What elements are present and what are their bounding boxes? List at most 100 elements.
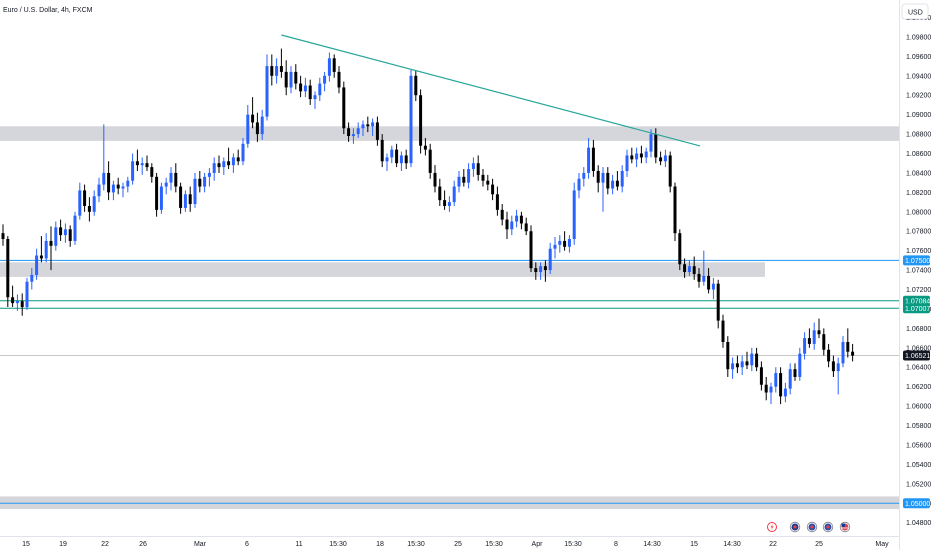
price-tick: 1.09200 [906, 93, 931, 100]
candle-body [155, 176, 159, 210]
candle-body [54, 227, 58, 246]
time-axis[interactable]: 15 19 22 26 Mar 6 11 15:30 18 15:30 25 15:30 Apr 15:3… [22, 541, 889, 548]
price-tag-label: 1.07007 [905, 306, 930, 313]
candle-body [63, 229, 67, 236]
candle-body [73, 215, 77, 241]
candle-body [30, 274, 34, 282]
price-tick: 1.05200 [906, 481, 931, 488]
candle-body [246, 114, 250, 144]
time-tick: 15 [22, 541, 30, 548]
zone-0 [0, 126, 899, 141]
candle-body [25, 281, 29, 308]
candle-body [567, 239, 571, 247]
time-tick: 15:30 [485, 541, 503, 548]
candle-body [591, 147, 595, 171]
candle-body [812, 330, 816, 344]
zone-1 [0, 262, 765, 277]
candle-body [807, 338, 811, 344]
candle-body [236, 157, 240, 162]
candle-body [332, 58, 336, 72]
candle-body [673, 186, 677, 234]
candle-body [419, 95, 423, 146]
time-tick: 6 [245, 541, 249, 548]
candle-body [404, 155, 408, 164]
candle-body [87, 205, 91, 212]
candle-body [519, 215, 523, 224]
candle-body [486, 180, 490, 185]
price-tick: 1.08600 [906, 151, 931, 158]
candle-body [443, 200, 447, 206]
candle-body [361, 124, 365, 129]
candle-body [596, 170, 600, 183]
price-tick: 1.08200 [906, 190, 931, 197]
time-tick: 15:30 [407, 541, 425, 548]
candle-body [731, 363, 735, 370]
candle-body [827, 349, 831, 362]
candle-body [524, 223, 528, 232]
candle-body [822, 334, 826, 350]
candle-body [164, 182, 168, 187]
candle-body [39, 255, 43, 259]
price-axis[interactable]: 1.04800 1.05000 1.05200 1.05400 1.05600 1.058… [906, 15, 931, 527]
candle-body [836, 363, 840, 372]
candle-body [299, 83, 303, 92]
candle-body [399, 155, 403, 164]
candle-body [491, 184, 495, 195]
trendline[interactable] [281, 34, 701, 147]
time-tick: 18 [376, 541, 384, 548]
price-tick: 1.05600 [906, 442, 931, 449]
flag-icon-dot [826, 525, 830, 529]
candle-body [563, 240, 567, 247]
price-tick: 1.08800 [906, 132, 931, 139]
price-tag-label: 1.06521 [905, 353, 930, 360]
candle-body [20, 301, 24, 308]
candle-body [793, 369, 797, 377]
candle-body [375, 122, 379, 140]
time-tick: Mar [194, 541, 207, 548]
candle-body [83, 190, 87, 206]
candle-body [582, 172, 586, 179]
candle-body [659, 157, 663, 162]
candle-body [308, 85, 312, 100]
currency-button-label: USD [908, 10, 923, 17]
candle-body [270, 66, 274, 76]
candle-body [255, 122, 259, 135]
candle-body [678, 233, 682, 265]
candle-body [231, 157, 235, 166]
horizontal-lines [0, 259, 899, 504]
supply-demand-zones [0, 126, 899, 510]
candle-body [97, 184, 101, 197]
candle-body [606, 172, 610, 189]
candle-body [788, 369, 792, 389]
candle-body [702, 275, 706, 282]
candle-body [587, 147, 591, 173]
candle-body [649, 134, 653, 152]
candle-body [851, 351, 855, 356]
candle-body [150, 167, 154, 177]
candle-body [179, 186, 183, 208]
candle-body [116, 184, 120, 189]
candle-body [6, 239, 10, 298]
candle-body [534, 268, 538, 273]
time-tick: 25 [815, 541, 823, 548]
candle-body [831, 361, 835, 372]
candle-body [481, 174, 485, 181]
price-tag [903, 303, 930, 314]
candle-body [159, 186, 163, 210]
candle-body [467, 169, 471, 183]
candle-body [251, 114, 255, 123]
currency-button[interactable]: USD [901, 3, 929, 20]
candle-body [625, 155, 629, 171]
candle-body [817, 330, 821, 335]
price-tick: 1.07800 [906, 229, 931, 236]
us-flag-icon [839, 521, 851, 533]
candle-body [395, 149, 399, 164]
candle-body [337, 71, 341, 88]
price-tick: 1.07600 [906, 248, 931, 255]
candle-body [846, 341, 850, 352]
time-tick: May [875, 541, 889, 548]
candle-body [577, 178, 581, 191]
time-tick: 8 [614, 541, 618, 548]
